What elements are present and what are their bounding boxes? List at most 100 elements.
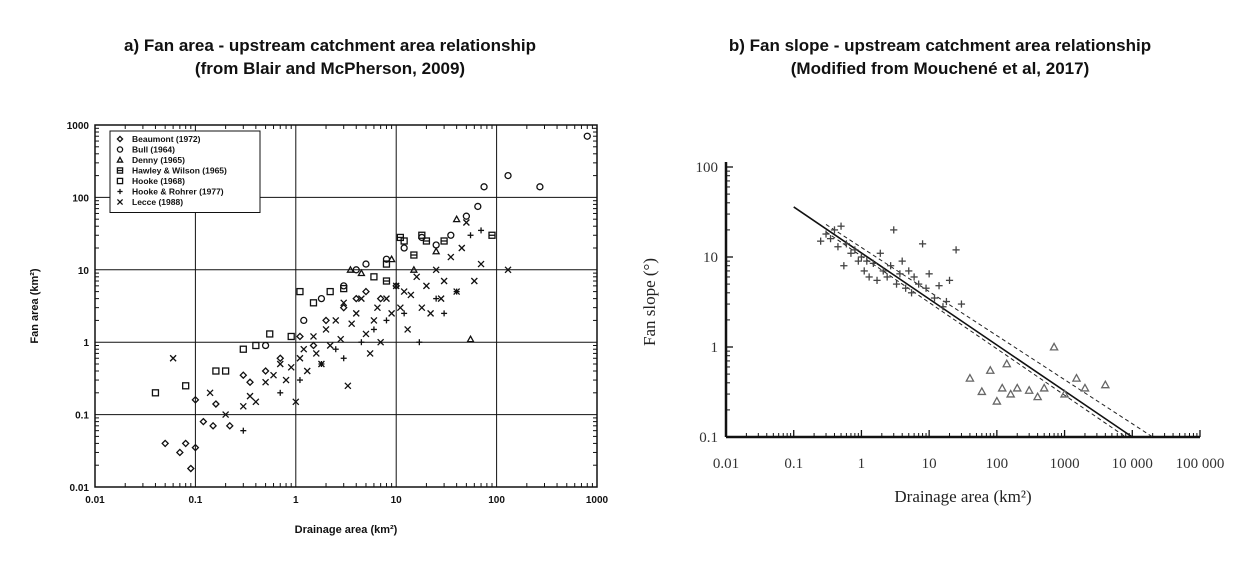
data-point xyxy=(462,219,470,226)
data-point xyxy=(504,266,512,274)
data-point xyxy=(432,246,441,255)
data-point xyxy=(296,332,304,341)
data-point xyxy=(151,389,160,397)
data-point xyxy=(261,341,270,350)
data-point xyxy=(413,273,421,281)
data-point xyxy=(339,303,348,312)
data-point xyxy=(169,354,177,362)
y-tick-label: 1 xyxy=(83,338,89,349)
x-tick-label: 100 xyxy=(488,495,505,506)
legend-marker xyxy=(116,156,124,163)
data-point xyxy=(358,339,365,346)
data-point xyxy=(440,277,448,285)
data-point xyxy=(352,309,360,317)
data-point xyxy=(504,171,512,180)
data-point xyxy=(396,304,404,312)
data-point xyxy=(842,240,851,248)
data-point xyxy=(536,183,544,191)
data-point xyxy=(466,334,475,343)
data-point xyxy=(309,299,318,307)
data-point xyxy=(282,376,290,384)
data-point xyxy=(470,277,478,285)
data-point xyxy=(337,335,345,343)
data-point xyxy=(344,382,352,390)
data-point xyxy=(965,373,975,382)
data-point xyxy=(1024,385,1034,394)
data-point xyxy=(383,295,390,303)
data-point xyxy=(332,346,339,353)
data-point xyxy=(922,284,930,292)
data-point xyxy=(373,304,381,312)
data-point xyxy=(441,310,448,317)
x-tick-label: 100 000 xyxy=(1176,456,1225,472)
legend-marker xyxy=(116,198,124,206)
data-point xyxy=(300,345,308,353)
data-point xyxy=(175,448,184,457)
chart-a-legend: Beaumont (1972)Bull (1964)Denny (1965)Ha… xyxy=(109,130,261,213)
data-point xyxy=(362,330,370,338)
data-point xyxy=(382,260,391,268)
data-point xyxy=(1005,389,1016,398)
data-point xyxy=(287,332,295,341)
y-tick-label: 1 xyxy=(711,340,719,356)
data-point xyxy=(422,237,431,245)
data-point xyxy=(332,316,340,324)
panel-b-title-line1: b) Fan slope - upstream catchment area r… xyxy=(728,36,1152,55)
data-point xyxy=(303,367,311,375)
data-point xyxy=(863,257,871,265)
data-point xyxy=(366,349,374,357)
data-point xyxy=(225,421,234,430)
data-point xyxy=(418,231,426,239)
data-point xyxy=(865,273,873,281)
x-tick-label: 1000 xyxy=(1050,456,1080,472)
data-point xyxy=(977,386,987,396)
data-point xyxy=(433,295,440,302)
data-point xyxy=(222,411,230,419)
chart-b-points xyxy=(817,222,1111,405)
data-point xyxy=(404,325,412,333)
data-point xyxy=(322,316,330,325)
data-point xyxy=(440,237,448,245)
data-point xyxy=(945,276,954,284)
data-point xyxy=(296,354,304,362)
panel-b-title: b) Fan slope - upstream catchment area r… xyxy=(650,34,1230,80)
x-tick-label: 0.1 xyxy=(188,495,202,506)
data-point xyxy=(840,262,848,270)
data-point xyxy=(422,282,430,290)
data-point xyxy=(447,253,455,261)
y-tick-label: 10 xyxy=(78,266,90,277)
data-point xyxy=(209,421,217,430)
y-tick-label: 0.1 xyxy=(699,430,718,446)
legend-marker xyxy=(116,177,124,185)
chart-a-points xyxy=(151,132,591,473)
data-point xyxy=(410,251,418,259)
data-point xyxy=(915,280,923,288)
legend-marker xyxy=(117,188,123,195)
data-point xyxy=(851,246,859,254)
x-tick-label: 10 xyxy=(391,495,403,506)
regression-line xyxy=(793,206,1133,438)
legend-marker xyxy=(116,135,124,143)
panel-a-title-line2: (from Blair and McPherson, 2009) xyxy=(194,59,466,78)
data-point xyxy=(860,267,868,275)
data-point xyxy=(382,277,391,285)
data-point xyxy=(206,389,214,397)
x-axis-label: Drainage area (km²) xyxy=(894,487,1031,506)
data-point xyxy=(837,222,845,230)
data-point xyxy=(310,333,317,340)
data-point xyxy=(985,365,995,374)
data-point xyxy=(1100,379,1111,389)
y-tick-label: 0.1 xyxy=(75,411,89,422)
data-point xyxy=(312,349,320,357)
data-point xyxy=(277,389,284,396)
data-point xyxy=(270,371,277,379)
data-point xyxy=(925,270,933,278)
data-point xyxy=(199,417,208,426)
data-point xyxy=(488,231,496,239)
data-point xyxy=(462,212,471,220)
data-point xyxy=(252,398,260,406)
data-point xyxy=(830,226,839,234)
data-point xyxy=(387,254,396,263)
data-point xyxy=(907,289,916,297)
data-point xyxy=(892,280,901,288)
